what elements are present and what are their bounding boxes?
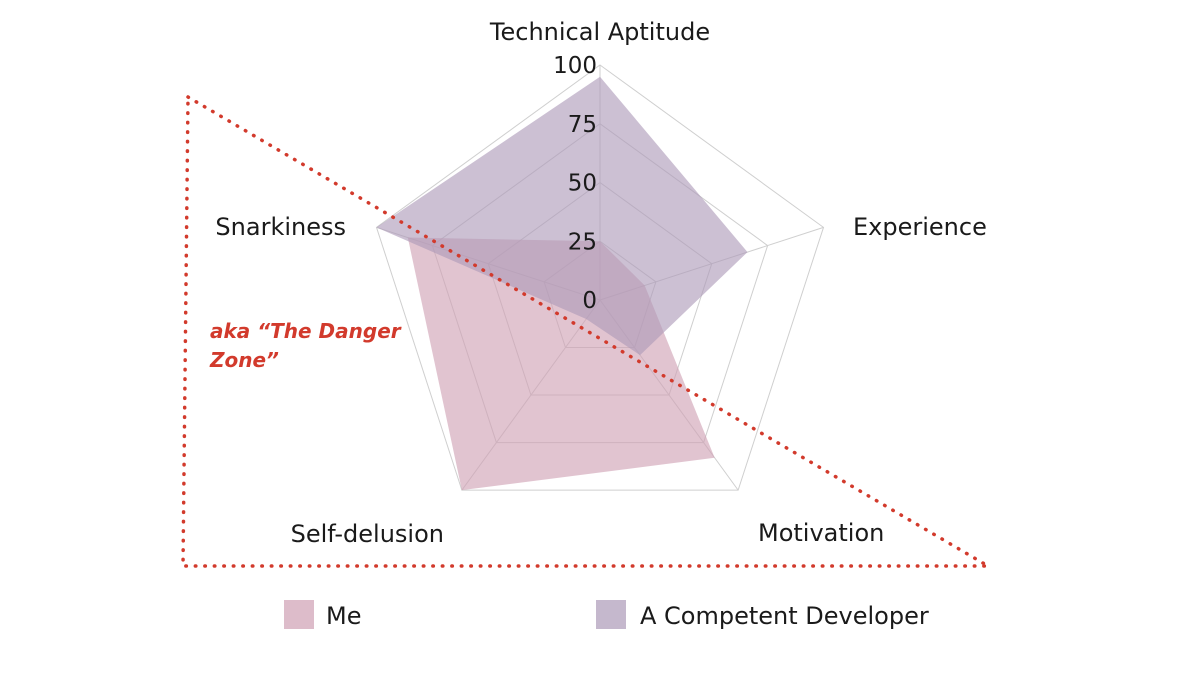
danger-zone-outline: [181, 95, 995, 568]
tick-label-100: 100: [553, 53, 597, 79]
danger-zone-label-line1: aka “The Danger: [210, 319, 402, 343]
axis-label-motivation: Motivation: [758, 519, 884, 547]
legend: Me A Competent Developer: [284, 600, 929, 630]
legend-swatch-me: [284, 600, 314, 629]
radar-series: [376, 76, 748, 491]
legend-label-me: Me: [326, 602, 361, 630]
danger-zone: aka “The Danger Zone”: [181, 95, 995, 568]
tick-label-75: 75: [568, 112, 597, 138]
radar-axis-labels: Technical Aptitude Experience Motivation Se…: [215, 18, 986, 548]
danger-zone-label-line2: Zone”: [209, 348, 279, 372]
axis-label-self-delusion: Self-delusion: [291, 520, 444, 548]
tick-label-0: 0: [582, 288, 597, 314]
tick-label-50: 50: [568, 171, 597, 197]
series-area-a-competent-developer: [376, 76, 748, 356]
axis-label-snarkiness: Snarkiness: [215, 213, 346, 241]
axis-label-experience: Experience: [853, 213, 987, 241]
grid-ring-100: [375, 64, 825, 491]
legend-swatch-competent-developer: [596, 600, 626, 629]
radar-tick-labels: 0 25 50 75 100: [553, 53, 597, 314]
tick-label-25: 25: [568, 229, 597, 255]
legend-label-competent-developer: A Competent Developer: [640, 602, 929, 630]
axis-label-technical-aptitude: Technical Aptitude: [489, 18, 710, 46]
